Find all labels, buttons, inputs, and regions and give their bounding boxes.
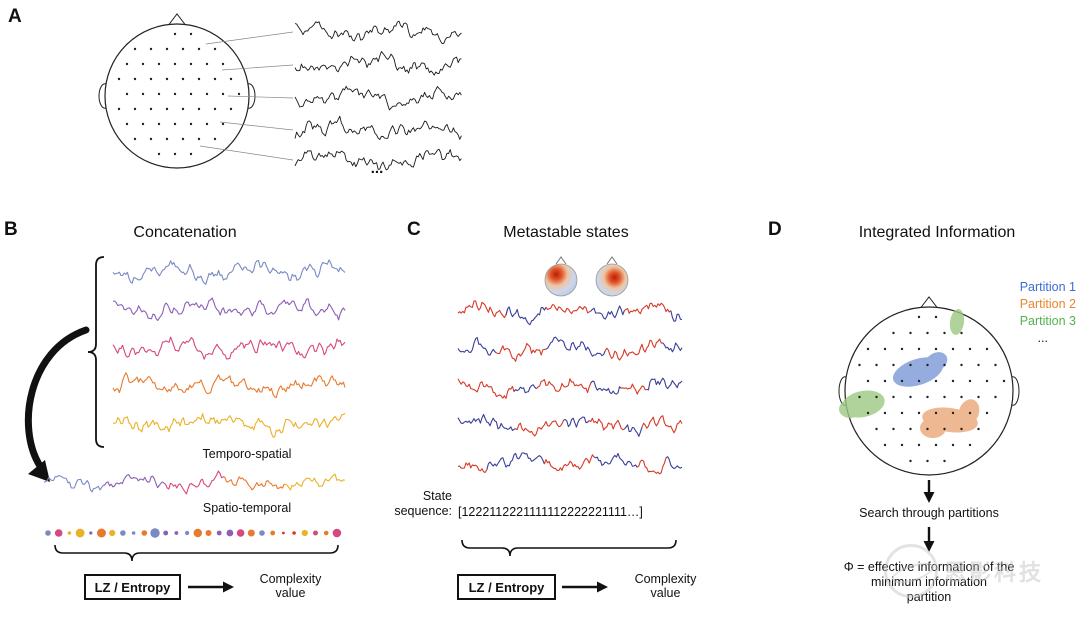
search-partitions-label: Search through partitions	[859, 506, 999, 520]
state-sequence-value: [1222112221111112222221111…]	[458, 505, 643, 519]
panel-a-eeg-head-and-traces	[98, 13, 462, 171]
phi-line2: minimum information	[870, 575, 987, 589]
panel-c-metastable-graphics	[457, 256, 683, 593]
phi-line1: Φ = effective information of the	[843, 560, 1015, 574]
legend-partition-2: Partition 2	[1019, 297, 1076, 311]
panel-d-title: Integrated Information	[858, 224, 1016, 241]
panel-d-partition-head-graphics	[838, 296, 1020, 552]
panel-b-label: B	[4, 219, 18, 240]
panel-a-label: A	[8, 6, 22, 27]
state-label-line1: State	[422, 489, 452, 503]
panel-b-concatenation-graphics	[24, 256, 346, 593]
panel-d-label: D	[768, 219, 782, 240]
temporo-spatial-label: Temporo-spatial	[202, 447, 292, 461]
spatio-temporal-label: Spatio-temporal	[202, 501, 292, 515]
complexity-line1-b: Complexity	[259, 572, 322, 586]
legend-partition-3: Partition 3	[1019, 314, 1076, 328]
state-sequence-label: State sequence:	[388, 489, 452, 519]
panel-c-title: Metastable states	[503, 224, 629, 241]
lz-entropy-box-b: LZ / Entropy	[84, 574, 181, 600]
complexity-line2-c: value	[650, 586, 681, 600]
complexity-line2-b: value	[275, 586, 306, 600]
panel-b-title: Concatenation	[133, 224, 237, 241]
complexity-value-label-c: Complexity value	[618, 572, 713, 600]
lz-entropy-box-c: LZ / Entropy	[457, 574, 556, 600]
phi-definition-label: Φ = effective information of the minimum…	[830, 560, 1028, 605]
legend-partition-1: Partition 1	[1019, 280, 1076, 294]
panel-a-ellipsis: ...	[370, 160, 384, 177]
panel-c-label: C	[407, 219, 421, 240]
complexity-line1-c: Complexity	[634, 572, 697, 586]
complexity-value-label-b: Complexity value	[243, 572, 338, 600]
phi-line3: partition	[906, 590, 952, 604]
legend-ellipsis: ...	[1037, 331, 1048, 345]
state-label-line2: sequence:	[394, 504, 452, 518]
partition-legend: Partition 1 Partition 2 Partition 3 ...	[1020, 279, 1076, 347]
